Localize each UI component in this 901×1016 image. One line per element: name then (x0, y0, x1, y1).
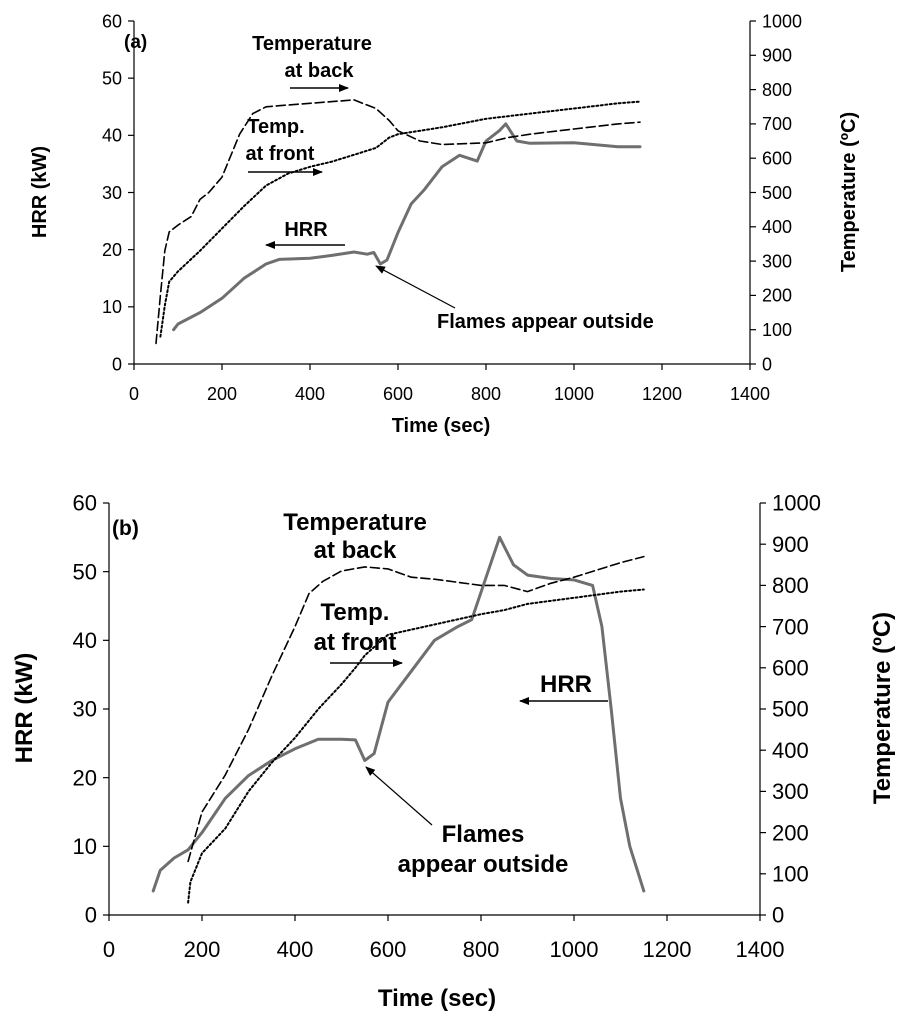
panel-label-b: (b) (112, 517, 139, 540)
series-line-hrr-b (151, 535, 646, 893)
y-tick-label-left: 40 (73, 628, 97, 653)
series-line-temp-back-b (187, 555, 645, 863)
y-tick-label-right: 800 (772, 573, 809, 598)
series-line-temp-front-a (159, 100, 641, 338)
x-tick-label: 0 (103, 937, 115, 962)
pointer-flames-b (365, 766, 433, 826)
x-tick-label: 600 (370, 937, 407, 962)
chart-panel-b: 0 200 400 600 800 1000 1200 1400010203040506001… (11, 491, 896, 1012)
y-tick-label-right: 900 (762, 46, 792, 66)
x-tick-label: 400 (277, 937, 314, 962)
annotation-temp-front-line1-b: Temp. (321, 599, 390, 626)
annotation-hrr-b: HRR (540, 671, 592, 698)
x-tick-label: 200 (184, 937, 221, 962)
y-tick-label-right: 400 (772, 738, 809, 763)
x-tick-label: 1200 (643, 937, 692, 962)
x-tick-label: 0 (129, 384, 139, 404)
y-axis-title-right-b: Temperature (ºC) (869, 612, 896, 804)
annotation-flames-line2-b: appear outside (398, 851, 569, 878)
x-tick-label: 800 (463, 937, 500, 962)
y-tick-label-left: 40 (102, 126, 122, 146)
y-axis-title-left-b: HRR (kW) (11, 653, 38, 764)
x-tick-label: 400 (295, 384, 325, 404)
x-tick-label: 1400 (730, 384, 770, 404)
y-tick-label-left: 30 (73, 697, 97, 722)
x-axis-title-b: Time (sec) (378, 985, 496, 1012)
y-tick-label-right: 700 (762, 114, 792, 134)
annotation-hrr-a: HRR (284, 219, 328, 241)
y-tick-label-right: 0 (762, 354, 772, 374)
panel-label-a: (a) (124, 32, 147, 53)
annotation-flames-line1-b: Flames (442, 821, 525, 848)
y-tick-label-left: 0 (85, 903, 97, 928)
y-tick-label-right: 300 (762, 251, 792, 271)
annotation-temp-back-line1-a: Temperature (252, 33, 372, 55)
annotation-flames-line1-a: Flames appear outside (437, 311, 654, 333)
y-tick-label-left: 50 (102, 68, 122, 88)
chart-panel-a: 0 200 400 600 800 1000 1200 1400010203040506001… (29, 11, 860, 437)
y-tick-label-left: 20 (73, 765, 97, 790)
annotation-temp-front-line2-b: at front (314, 629, 397, 656)
plot-area-b: 0 200 400 600 800 1000 1200 1400010203040506001… (73, 491, 821, 962)
x-tick-label: 1000 (550, 937, 599, 962)
pointer-flames-a (375, 265, 456, 309)
y-axis-title-left-a: HRR (kW) (29, 146, 51, 238)
y-axis-title-right-a: Temperature (ºC) (838, 112, 860, 272)
y-tick-label-right: 500 (762, 183, 792, 203)
x-tick-label: 1400 (736, 937, 785, 962)
series-line-temp-front-b (187, 588, 645, 904)
y-tick-label-left: 30 (102, 183, 122, 203)
y-tick-label-right: 100 (772, 862, 809, 887)
y-tick-label-right: 400 (762, 217, 792, 237)
annotation-temp-back-line2-b: at back (314, 537, 397, 564)
y-tick-label-left: 50 (73, 559, 97, 584)
y-tick-label-right: 0 (772, 903, 784, 928)
y-tick-label-left: 20 (102, 240, 122, 260)
y-tick-label-right: 500 (772, 697, 809, 722)
annotation-temp-front-line2-a: at front (246, 143, 315, 165)
x-tick-label: 1000 (554, 384, 594, 404)
y-tick-label-right: 600 (762, 149, 792, 169)
x-axis-title-a: Time (sec) (392, 415, 491, 437)
x-tick-label: 800 (471, 384, 501, 404)
plot-area-a: 0 200 400 600 800 1000 1200 1400010203040506001… (102, 11, 802, 404)
y-tick-label-right: 900 (772, 532, 809, 557)
annotation-temp-front-line1-a: Temp. (247, 116, 304, 138)
y-tick-label-right: 200 (762, 286, 792, 306)
y-tick-label-right: 200 (772, 820, 809, 845)
y-tick-label-left: 10 (102, 297, 122, 317)
x-tick-label: 600 (383, 384, 413, 404)
y-tick-label-right: 1000 (772, 491, 821, 516)
y-tick-label-right: 700 (772, 614, 809, 639)
y-tick-label-left: 60 (102, 11, 122, 31)
y-tick-label-right: 600 (772, 656, 809, 681)
annotation-temp-back-line2-a: at back (285, 60, 355, 82)
annotation-temp-back-line1-b: Temperature (283, 509, 427, 536)
y-tick-label-right: 300 (772, 779, 809, 804)
y-tick-label-left: 10 (73, 834, 97, 859)
y-tick-label-right: 100 (762, 320, 792, 340)
y-tick-label-left: 60 (73, 491, 97, 516)
y-tick-label-left: 0 (112, 354, 122, 374)
x-tick-label: 1200 (642, 384, 682, 404)
series-line-hrr-a (172, 122, 642, 332)
x-tick-label: 200 (207, 384, 237, 404)
y-tick-label-right: 1000 (762, 11, 802, 31)
y-tick-label-right: 800 (762, 80, 792, 100)
series-line-temp-back-a (155, 99, 641, 345)
